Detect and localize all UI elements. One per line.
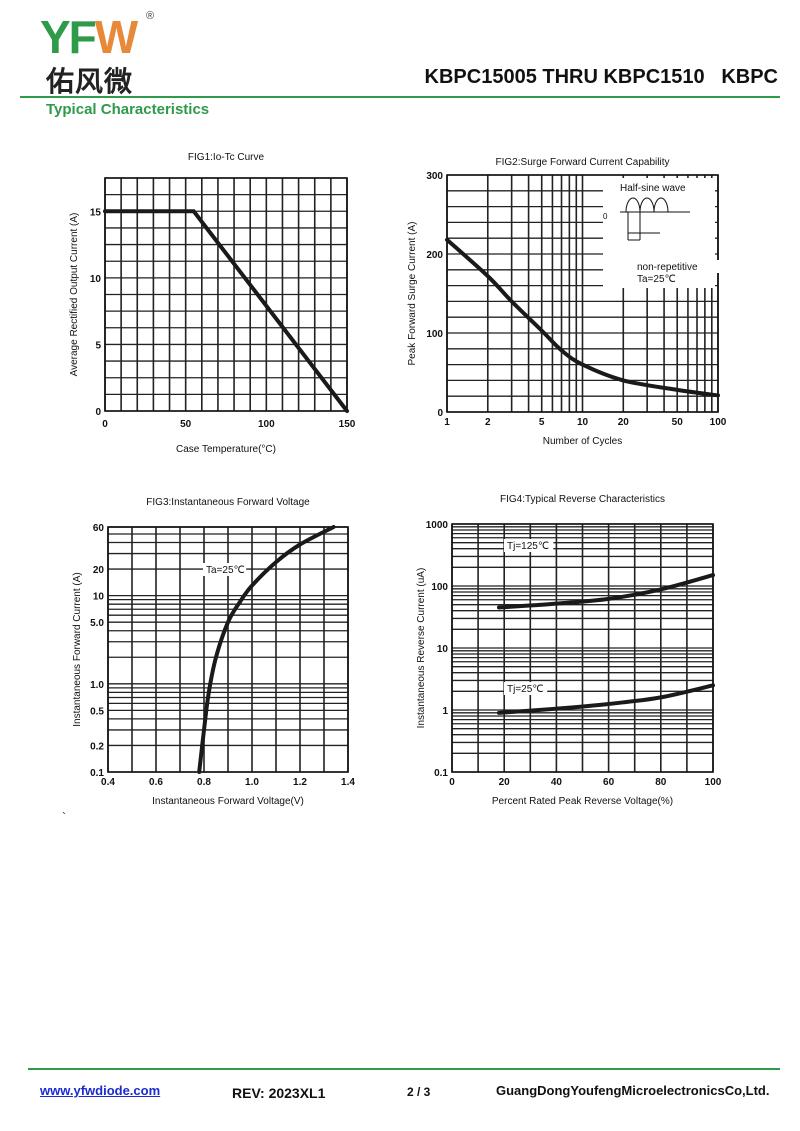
annotation-label: Tj=25℃ [507,684,544,695]
x-axis-label: Percent Rated Peak Reverse Voltage(%) [492,796,673,807]
company-name: GuangDongYoufengMicroelectronicsCo,Ltd. [496,1083,770,1098]
x-axis-label: Number of Cycles [543,436,622,447]
x-tick-label: 1 [444,417,450,428]
y-axis-label: Average Rectified Output Current (A) [69,213,80,377]
annotation-label: Tj=125℃ [507,541,549,552]
x-tick-label: 2 [485,417,491,428]
series-line-1 [103,209,349,413]
registered-mark: ® [146,10,155,22]
annotation-label: Half-sine wave [620,183,686,194]
series-line-2 [496,683,715,715]
x-tick-label: 0 [102,419,108,430]
annotation-label: Ta=25℃ [206,565,245,576]
x-tick-label: 0.8 [197,777,211,788]
y-tick-label: 300 [426,171,443,182]
website-link[interactable]: www.yfwdiode.com [40,1083,161,1098]
plot-frame [446,174,719,413]
stray-mark: ` [62,810,66,824]
y-tick-label: 10 [437,644,449,655]
y-tick-label: 5.0 [90,618,104,629]
y-tick-label: 100 [426,329,443,340]
x-tick-label: 60 [603,777,615,788]
chart-title: FIG4:Typical Reverse Characteristics [500,494,665,505]
y-tick-label: 200 [426,250,443,261]
page-number: 2 / 3 [407,1085,431,1099]
y-tick-label: 10 [93,592,105,603]
y-tick-label: 0.1 [90,768,104,779]
annotation-label: Ta=25℃ [637,274,676,285]
y-tick-label: 0.1 [434,768,448,779]
x-tick-label: 100 [705,777,722,788]
series-line-1 [445,237,720,398]
y-axis-label: Instantaneous Reverse Current (uA) [416,568,427,729]
y-tick-label: 0 [437,408,443,419]
chart-title: FIG3:Instantaneous Forward Voltage [146,497,310,508]
x-tick-label: 100 [710,417,727,428]
y-tick-label: 10 [90,274,102,285]
section-title: Typical Characteristics [46,101,210,118]
plot-frame [451,523,714,773]
x-tick-label: 100 [258,419,275,430]
annotation-bg [504,539,554,552]
annotation-bg [617,181,710,194]
y-tick-label: 0.5 [90,706,104,717]
footer-divider [28,1068,780,1070]
y-tick-label: 1000 [426,520,449,531]
chart-title: FIG1:Io-Tc Curve [188,152,265,163]
y-tick-label: 1 [442,706,448,717]
y-tick-label: 100 [431,582,448,593]
series-line-1 [496,573,715,610]
company-logo: YFW [40,11,138,63]
header-divider [20,96,780,98]
x-tick-label: 5 [539,417,545,428]
x-tick-label: 10 [577,417,589,428]
x-axis-label: Instantaneous Forward Voltage(V) [152,796,304,807]
x-tick-label: 1.4 [341,777,355,788]
revision: REV: 2023XL1 [232,1085,326,1101]
y-axis-label: Instantaneous Forward Current (A) [72,572,83,727]
y-tick-label: 15 [90,207,102,218]
x-tick-label: 20 [618,417,630,428]
annotation-bg [634,272,678,285]
chart-title: FIG2:Surge Forward Current Capability [496,157,670,168]
x-axis-label: Case Temperature(°C) [176,444,276,455]
x-tick-label: 50 [672,417,684,428]
x-tick-label: 0 [449,777,455,788]
x-tick-label: 0.4 [101,777,115,788]
y-tick-label: 20 [93,565,105,576]
y-axis-label: Peak Forward Surge Current (A) [407,222,418,366]
series-line-1 [197,525,336,774]
half-sine-wave-icon [620,197,690,241]
x-tick-label: 20 [499,777,511,788]
x-tick-label: 150 [339,419,356,430]
y-tick-label: 5 [95,340,101,351]
plot-frame [104,177,348,412]
x-tick-label: 50 [180,419,192,430]
document-title: KBPC15005 THRU KBPC1510 KBPC [424,66,778,88]
y-tick-label: 0 [95,407,101,418]
y-tick-label: 0.2 [90,741,104,752]
x-tick-label: 0.6 [149,777,163,788]
x-tick-label: 1.2 [293,777,307,788]
annotation-bg [634,260,727,273]
y-tick-label: 1.0 [90,680,104,691]
annotation-bg [504,682,548,695]
x-tick-label: 40 [551,777,563,788]
x-tick-label: 1.0 [245,777,259,788]
annotation-label: non-repetitive [637,262,698,273]
plot-frame [107,526,349,773]
inset-zero-label: 0 [603,212,608,221]
annotation-bg [203,563,247,576]
x-tick-label: 80 [655,777,667,788]
logo-chinese-name: 佑风微 [46,66,134,97]
y-tick-label: 60 [93,523,105,534]
